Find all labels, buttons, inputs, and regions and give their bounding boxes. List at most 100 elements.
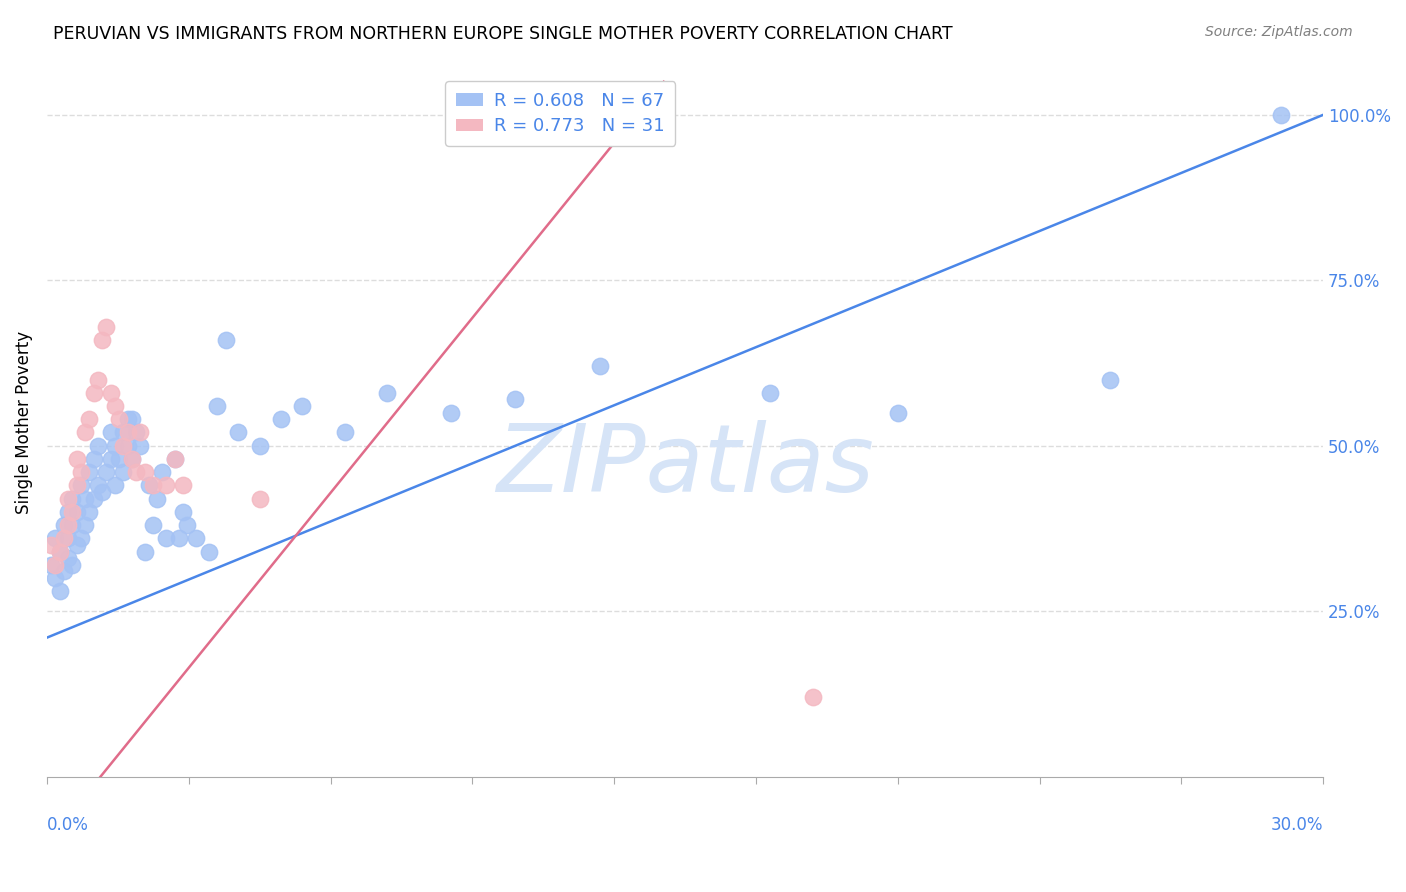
Text: 0.0%: 0.0% (46, 815, 89, 833)
Peruvians (48, 584, 70, 599)
Immigrants from Northern Europe (142, 478, 165, 492)
Immigrants from Northern Europe (44, 558, 66, 572)
Immigrants from Northern Europe (129, 425, 152, 440)
Peruvians (146, 491, 169, 506)
Immigrants from Northern Europe (75, 425, 97, 440)
Peruvians (176, 518, 198, 533)
Peruvians (184, 532, 207, 546)
Legend: R = 0.608   N = 67, R = 0.773   N = 31: R = 0.608 N = 67, R = 0.773 N = 31 (446, 81, 675, 146)
Peruvians (62, 491, 84, 506)
Peruvians (83, 491, 105, 506)
Peruvians (104, 478, 127, 492)
Peruvians (503, 392, 526, 407)
Peruvians (70, 478, 93, 492)
Peruvians (589, 359, 612, 374)
Peruvians (249, 439, 271, 453)
Immigrants from Northern Europe (801, 690, 824, 705)
Peruvians (228, 425, 250, 440)
Immigrants from Northern Europe (56, 518, 79, 533)
Peruvians (117, 412, 139, 426)
Peruvians (56, 532, 79, 546)
Peruvians (87, 439, 110, 453)
Immigrants from Northern Europe (163, 452, 186, 467)
Peruvians (104, 439, 127, 453)
Peruvians (112, 425, 135, 440)
Immigrants from Northern Europe (134, 465, 156, 479)
Peruvians (52, 565, 75, 579)
Text: Source: ZipAtlas.com: Source: ZipAtlas.com (1205, 25, 1353, 39)
Peruvians (44, 532, 66, 546)
Peruvians (96, 465, 118, 479)
Peruvians (440, 406, 463, 420)
Peruvians (197, 544, 219, 558)
Immigrants from Northern Europe (52, 532, 75, 546)
Peruvians (66, 538, 89, 552)
Peruvians (108, 452, 131, 467)
Peruvians (75, 518, 97, 533)
Immigrants from Northern Europe (91, 333, 114, 347)
Peruvians (117, 439, 139, 453)
Immigrants from Northern Europe (66, 452, 89, 467)
Peruvians (214, 333, 236, 347)
Peruvians (150, 465, 173, 479)
Peruvians (121, 412, 143, 426)
Peruvians (62, 518, 84, 533)
Immigrants from Northern Europe (56, 491, 79, 506)
Peruvians (270, 412, 292, 426)
Peruvians (91, 485, 114, 500)
Peruvians (129, 439, 152, 453)
Peruvians (759, 385, 782, 400)
Immigrants from Northern Europe (39, 538, 62, 552)
Peruvians (1270, 108, 1292, 122)
Peruvians (112, 465, 135, 479)
Peruvians (79, 465, 101, 479)
Immigrants from Northern Europe (70, 465, 93, 479)
Peruvians (125, 425, 148, 440)
Immigrants from Northern Europe (125, 465, 148, 479)
Immigrants from Northern Europe (155, 478, 177, 492)
Peruvians (172, 505, 194, 519)
Peruvians (44, 571, 66, 585)
Peruvians (167, 532, 190, 546)
Peruvians (205, 399, 228, 413)
Peruvians (100, 425, 122, 440)
Y-axis label: Single Mother Poverty: Single Mother Poverty (15, 331, 32, 514)
Peruvians (142, 518, 165, 533)
Peruvians (375, 385, 398, 400)
Immigrants from Northern Europe (48, 544, 70, 558)
Peruvians (70, 532, 93, 546)
Peruvians (75, 491, 97, 506)
Peruvians (886, 406, 908, 420)
Immigrants from Northern Europe (121, 452, 143, 467)
Peruvians (79, 505, 101, 519)
Text: PERUVIAN VS IMMIGRANTS FROM NORTHERN EUROPE SINGLE MOTHER POVERTY CORRELATION CH: PERUVIAN VS IMMIGRANTS FROM NORTHERN EUR… (53, 25, 953, 43)
Peruvians (155, 532, 177, 546)
Peruvians (66, 505, 89, 519)
Peruvians (138, 478, 160, 492)
Peruvians (56, 551, 79, 566)
Peruvians (100, 452, 122, 467)
Peruvians (48, 544, 70, 558)
Immigrants from Northern Europe (96, 319, 118, 334)
Immigrants from Northern Europe (112, 439, 135, 453)
Immigrants from Northern Europe (79, 412, 101, 426)
Peruvians (1099, 373, 1122, 387)
Peruvians (56, 505, 79, 519)
Peruvians (134, 544, 156, 558)
Peruvians (121, 452, 143, 467)
Immigrants from Northern Europe (104, 399, 127, 413)
Peruvians (62, 558, 84, 572)
Text: ZIPatlas: ZIPatlas (496, 419, 875, 510)
Peruvians (333, 425, 356, 440)
Immigrants from Northern Europe (108, 412, 131, 426)
Immigrants from Northern Europe (62, 505, 84, 519)
Immigrants from Northern Europe (100, 385, 122, 400)
Text: 30.0%: 30.0% (1271, 815, 1323, 833)
Immigrants from Northern Europe (66, 478, 89, 492)
Peruvians (291, 399, 314, 413)
Immigrants from Northern Europe (83, 385, 105, 400)
Immigrants from Northern Europe (172, 478, 194, 492)
Immigrants from Northern Europe (117, 425, 139, 440)
Peruvians (52, 518, 75, 533)
Immigrants from Northern Europe (87, 373, 110, 387)
